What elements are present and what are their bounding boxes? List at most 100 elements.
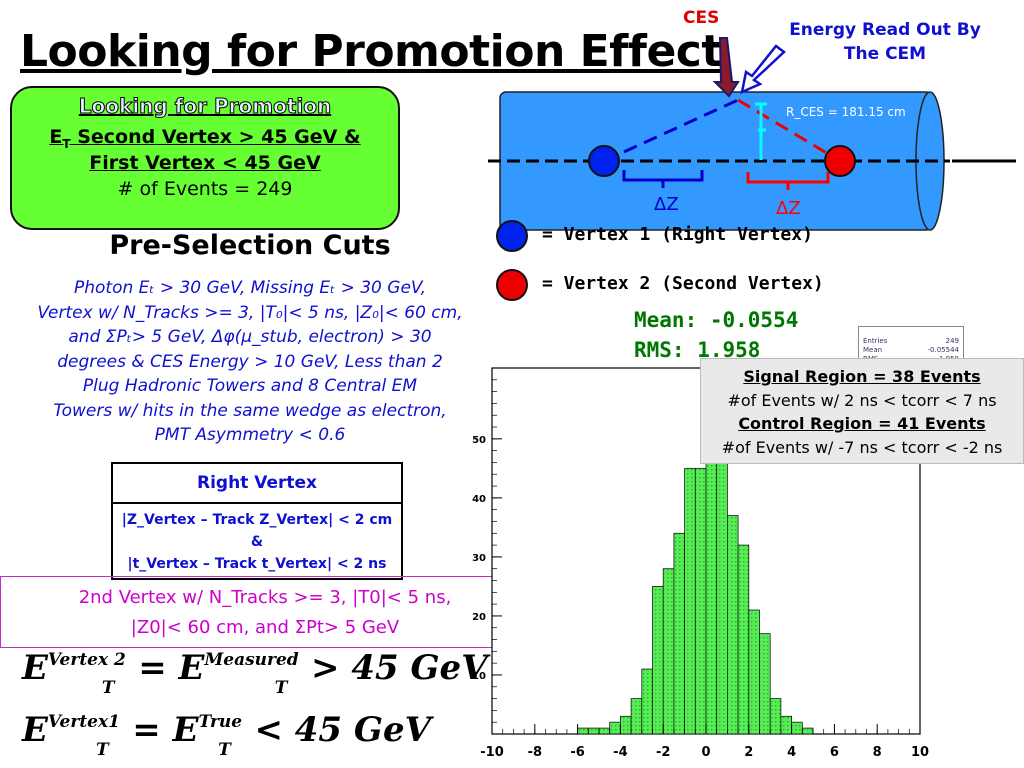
ces-arrow [712, 37, 740, 98]
et-subscript: T [62, 136, 71, 151]
eq1-lhs-sup: Vertex 2 [47, 649, 126, 670]
right-vertex-and: & [250, 534, 264, 550]
cut-line-1: Photon Eₜ > 30 GeV, Missing Eₜ > 30 GeV, [74, 278, 426, 298]
promotion-heading: Looking for Promotion [78, 94, 332, 119]
x-tick-label: -8 [528, 745, 542, 760]
histogram-bar [662, 568, 675, 735]
eq1-lhs-sub: T [101, 678, 115, 698]
signal-region-window: #of Events w/ 2 ns < tcorr < 7 ns [727, 391, 997, 410]
dz-label-blue: ΔZ [654, 194, 679, 215]
cut-line-4: degrees & CES Energy > 10 GeV, Less than… [57, 351, 443, 372]
vertex2-cuts-line-1: 2nd Vertex w/ N_Tracks >= 3, |T0|< 5 ns, [78, 587, 452, 608]
histogram-bar [577, 727, 589, 735]
cut-line-2: Vertex w/ N_Tracks >= 3, |T₀|< 5 ns, |Z₀… [37, 302, 463, 323]
histogram-bar [791, 721, 803, 735]
x-tick-label: 8 [873, 745, 882, 760]
cem-label-line-2: The CEM [843, 44, 927, 64]
cut-line-6: Towers w/ hits in the same wedge as elec… [53, 400, 447, 421]
ces-label: CES [683, 8, 720, 28]
eq1-rhs-sup: Measured [204, 649, 299, 670]
cem-arrow [740, 44, 786, 95]
histogram-bar [587, 727, 600, 735]
eq2-rhs-sub: T [218, 740, 231, 760]
histogram-bar [609, 721, 621, 735]
cem-label-line-1: Energy Read Out By [789, 20, 981, 40]
histogram-bar [769, 698, 782, 735]
cem-label: Energy Read Out By The CEM [770, 18, 1000, 66]
control-region-count: Control Region = 41 Events [738, 414, 986, 433]
equation-vertex1: EVertex1T = ETrueT < 45 GeV [22, 710, 431, 760]
preselection-title: Pre-Selection Cuts [109, 230, 391, 261]
signal-region-count: Signal Region = 38 Events [743, 367, 981, 386]
eq2-lhs-sup: Vertex1 [47, 711, 120, 732]
cut-line-7: PMT Asymmetry < 0.6 [154, 425, 346, 445]
stat-entries-value: 249 [945, 337, 959, 345]
x-tick-label: 6 [830, 745, 839, 760]
right-vertex-table: Right Vertex |Z_Vertex – Track Z_Vertex|… [111, 462, 403, 580]
control-region-window: #of Events w/ -7 ns < tcorr < -2 ns [721, 438, 1003, 457]
eq2-rhs-sup: True [198, 711, 243, 732]
x-tick-label: 0 [701, 745, 710, 760]
page-title: Looking for Promotion Effect [20, 26, 722, 77]
x-tick-label: 10 [911, 745, 929, 760]
stat-mean-value: -0.05544 [927, 346, 959, 354]
promotion-line-1: ET Second Vertex > 45 GeV & [12, 126, 398, 151]
promotion-line-2: First Vertex < 45 GeV [89, 152, 321, 174]
promotion-event-count: # of Events = 249 [117, 178, 293, 200]
legend-markers [496, 220, 528, 301]
vertex1-track [603, 98, 739, 163]
eq2-relation: < 45 GeV [254, 710, 431, 750]
histogram-bar [759, 633, 771, 735]
x-tick-label: -4 [613, 745, 627, 760]
histogram-bar [652, 586, 664, 735]
histogram-bar [694, 467, 707, 735]
stat-entries-label: Entries [863, 337, 888, 345]
histogram-bar [598, 727, 611, 735]
y-tick-label: 40 [472, 494, 486, 505]
histogram-bar [737, 544, 750, 735]
histogram-bar [705, 450, 718, 735]
histogram-bar [673, 532, 685, 735]
dz-label-red: ΔZ [776, 198, 801, 219]
histogram-bar [780, 715, 792, 735]
preselection-cuts-text: Photon Eₜ > 30 GeV, Missing Eₜ > 30 GeV,… [0, 276, 500, 448]
x-tick-label: -6 [570, 745, 584, 760]
vertex2-cuts-box: 2nd Vertex w/ N_Tracks >= 3, |T0|< 5 ns,… [0, 576, 530, 648]
eq1-relation: > 45 GeV [311, 648, 488, 688]
x-tick-label: -2 [656, 745, 670, 760]
x-tick-label: -10 [480, 745, 504, 760]
detector-diagram: R_CES = 181.15 cm ΔZ ΔZ [488, 37, 1016, 231]
vertex2-dot [824, 145, 856, 177]
y-tick-label: 30 [472, 553, 486, 564]
right-vertex-header: Right Vertex [113, 464, 401, 504]
histogram-bar [726, 515, 739, 735]
right-vertex-z-cut: |Z_Vertex – Track Z_Vertex| < 2 cm [121, 512, 393, 528]
et-symbol: E [49, 126, 63, 148]
eq2-lhs-sub: T [95, 740, 109, 760]
vertex2-cuts-line-2: |Z0|< 60 cm, and ΣPt> 5 GeV [130, 617, 400, 638]
legend-vertex2-dot [496, 269, 528, 301]
stat-mean-label: Mean [863, 346, 883, 354]
histogram-axes: -10 -8 -6 -4 -2 0 2 4 6 8 10 10 20 30 40 50 [472, 379, 929, 760]
y-tick-label: 20 [472, 612, 486, 623]
histogram-bar [630, 698, 643, 735]
stat-mean-row: Mean -0.05544 [863, 346, 959, 354]
histogram-bar [619, 715, 632, 735]
vertex1-dot [588, 145, 620, 177]
mean-readout: Mean: -0.0554 [634, 308, 799, 332]
legend-vertex2: = Vertex 2 (Second Vertex) [542, 273, 824, 294]
promotion-line-1-rest: Second Vertex > 45 GeV & [70, 126, 361, 148]
right-vertex-t-cut: |t_Vertex – Track t_Vertex| < 2 ns [127, 556, 387, 572]
rces-label: R_CES = 181.15 cm [786, 105, 906, 119]
promotion-box: Looking for Promotion ET Second Vertex >… [10, 86, 400, 230]
legend-vertex1-dot [496, 220, 528, 252]
eq1-rhs-sub: T [274, 678, 288, 698]
histogram-bar [684, 467, 696, 735]
histogram-bar [748, 609, 760, 735]
cut-line-3: and ΣPₜ> 5 GeV, Δφ(μ_stub, electron) > 3… [68, 327, 432, 347]
cut-line-5: Plug Hadronic Towers and 8 Central EM [82, 376, 418, 396]
stat-entries-row: Entries 249 [863, 337, 959, 345]
histogram-bar [641, 668, 653, 735]
y-tick-label: 50 [472, 435, 486, 446]
signal-region-box: Signal Region = 38 Events #of Events w/ … [700, 358, 1024, 464]
